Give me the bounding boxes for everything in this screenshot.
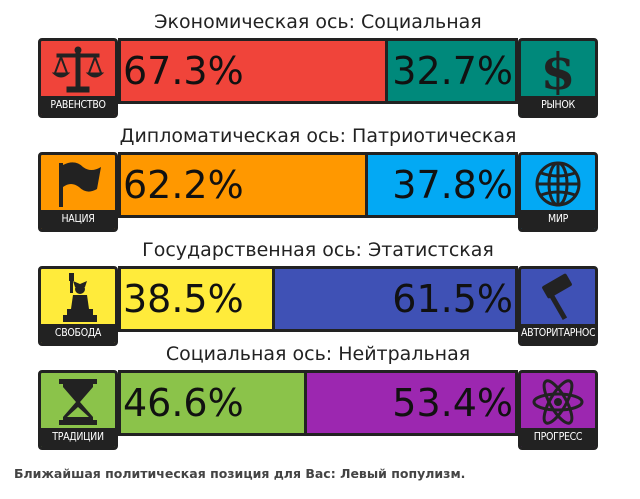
axis-title: Социальная ось: Нейтральная: [165, 343, 471, 365]
bar-right-segment: [275, 269, 515, 329]
flag-icon: НАЦИЯ: [38, 152, 118, 232]
axis-1: Экономическая ось: Социальная РАВЕНСТВО 67…: [38, 8, 598, 132]
atom-icon: ПРОГРЕСС: [518, 370, 598, 450]
right-pole-label: РЫНОК: [521, 96, 595, 115]
statue-of-liberty-icon: СВОБОДА: [38, 266, 118, 346]
bar-left-segment: [121, 155, 365, 215]
left-pole-label: НАЦИЯ: [41, 210, 115, 229]
left-percent-label: 46.6%: [123, 381, 244, 425]
axis-2: Дипломатическая ось: Патриотическая НАЦИЯ…: [38, 122, 598, 246]
gavel-icon: АВТОРИТАРНОСТЬ: [518, 266, 598, 346]
left-pole-label: РАВЕНСТВО: [41, 96, 115, 115]
scales-icon: РАВЕНСТВО: [38, 38, 118, 118]
left-pole-label: ТРАДИЦИИ: [41, 428, 115, 447]
bar-left-segment: [121, 41, 385, 101]
bar-right-segment: [388, 41, 515, 101]
left-pole-label: СВОБОДА: [41, 324, 115, 343]
axis-title: Дипломатическая ось: Патриотическая: [119, 125, 517, 147]
right-pole-label: АВТОРИТАРНОСТЬ: [521, 324, 595, 343]
right-percent-label: 37.8%: [392, 163, 513, 207]
closest-position-text: Ближайшая политическая позиция для Вас: …: [14, 466, 466, 481]
axis-4: Социальная ось: Нейтральная ТРАДИЦИИ 46.6%…: [38, 340, 598, 464]
bar-right-segment: [368, 155, 515, 215]
bar-track: 62.2% 37.8%: [118, 152, 518, 218]
bar-track: 38.5% 61.5%: [118, 266, 518, 332]
right-percent-label: 53.4%: [392, 381, 513, 425]
right-percent-label: 61.5%: [392, 277, 513, 321]
axis-title: Государственная ось: Этатистская: [142, 239, 494, 261]
left-percent-label: 38.5%: [123, 277, 244, 321]
right-percent-label: 32.7%: [392, 49, 513, 93]
axis-3: Государственная ось: Этатистская СВОБОДА 3…: [38, 236, 598, 360]
bar-left-segment: [121, 269, 272, 329]
right-pole-label: МИР: [521, 210, 595, 229]
hourglass-icon: ТРАДИЦИИ: [38, 370, 118, 450]
axis-title: Экономическая ось: Социальная: [154, 11, 482, 33]
bar-left-segment: [121, 373, 304, 433]
left-percent-label: 62.2%: [123, 163, 244, 207]
bar-track: 46.6% 53.4%: [118, 370, 518, 436]
svg-text:$: $: [541, 45, 576, 95]
left-percent-label: 67.3%: [123, 49, 244, 93]
bar-right-segment: [307, 373, 515, 433]
bar-track: 67.3% 32.7%: [118, 38, 518, 104]
right-pole-label: ПРОГРЕСС: [521, 428, 595, 447]
dollar-icon: $ РЫНОК: [518, 38, 598, 118]
globe-icon: МИР: [518, 152, 598, 232]
